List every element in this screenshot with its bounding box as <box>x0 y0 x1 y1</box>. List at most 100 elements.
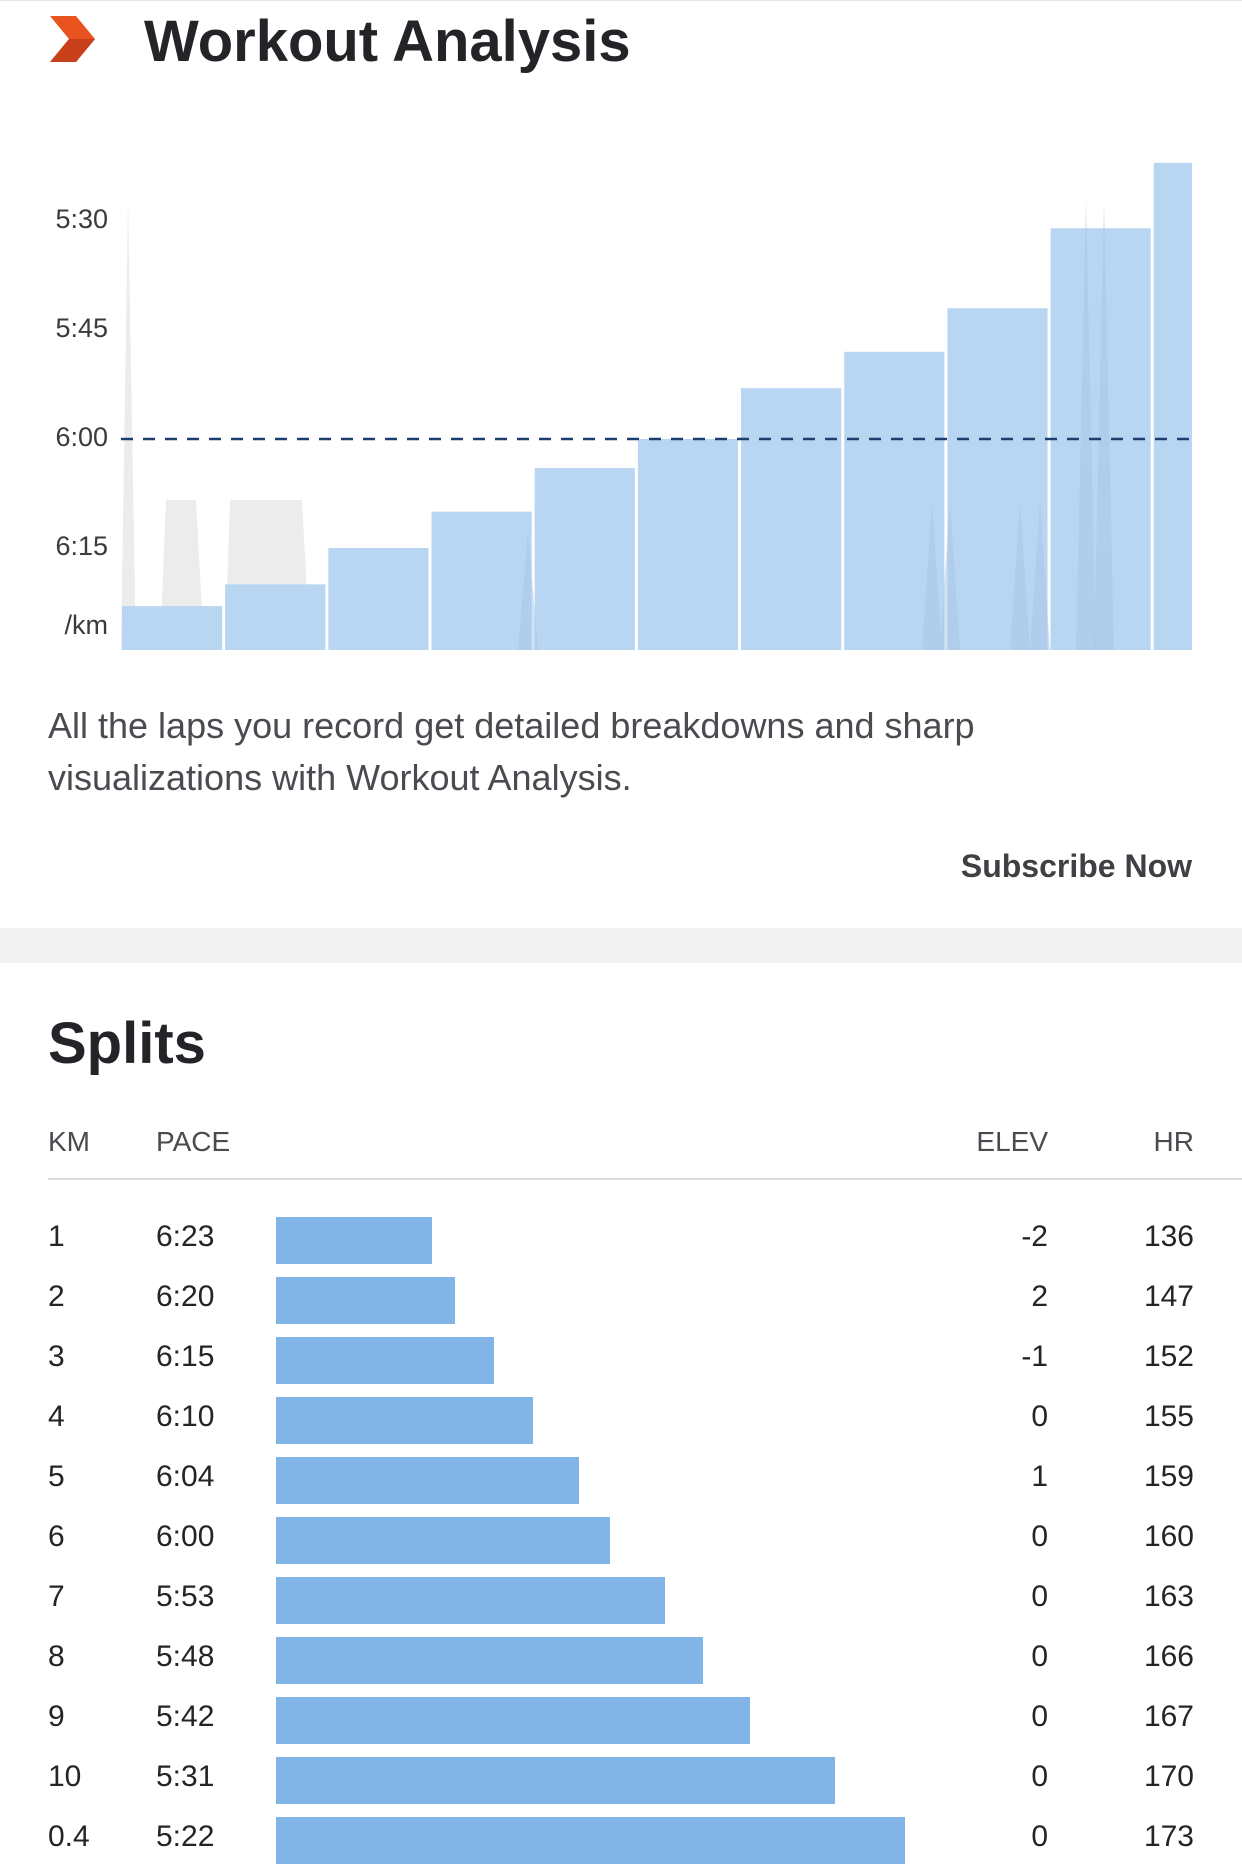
y-tick-label: 6:15 <box>55 531 108 561</box>
background-shape <box>1094 200 1114 650</box>
y-tick-label: 5:30 <box>55 204 108 234</box>
split-pace-bar <box>276 1397 533 1444</box>
split-km: 7 <box>48 1580 65 1613</box>
background-shape <box>121 200 136 650</box>
split-elev: 0 <box>1031 1520 1048 1553</box>
lap-bar[interactable] <box>741 388 842 650</box>
split-km: 2 <box>48 1280 65 1313</box>
split-pace: 6:15 <box>156 1340 215 1373</box>
table-row: 7 5:53 0 163 <box>0 1570 1242 1630</box>
split-km: 4 <box>48 1400 65 1433</box>
table-row: 9 5:42 0 167 <box>0 1690 1242 1750</box>
split-hr: 136 <box>1143 1220 1194 1253</box>
header-divider <box>48 1178 1242 1180</box>
background-shape <box>518 530 538 650</box>
split-pace-bar <box>276 1517 611 1564</box>
split-pace: 6:10 <box>156 1400 215 1433</box>
lap-pace-chart <box>121 162 1194 650</box>
split-hr: 163 <box>1143 1580 1194 1613</box>
split-pace-bar <box>276 1217 432 1264</box>
table-row: 0.4 5:22 0 173 <box>0 1810 1242 1870</box>
column-header-hr: HR <box>1153 1126 1194 1157</box>
split-km: 1 <box>48 1220 65 1253</box>
split-pace-bar <box>276 1757 836 1804</box>
split-pace: 5:22 <box>156 1820 215 1853</box>
table-row: 5 6:04 1 159 <box>0 1450 1242 1510</box>
split-elev: 0 <box>1031 1760 1048 1793</box>
background-shape <box>940 500 960 650</box>
subscribe-now-button[interactable]: Subscribe Now <box>960 848 1192 884</box>
split-km: 9 <box>48 1700 65 1733</box>
column-header-pace: PACE <box>156 1126 231 1157</box>
lap-bar[interactable] <box>122 606 223 650</box>
feature-description: All the laps you record get detailed bre… <box>48 705 975 798</box>
split-hr: 147 <box>1143 1280 1194 1313</box>
column-header-km: KM <box>48 1126 90 1157</box>
split-pace-bar <box>276 1817 905 1864</box>
split-pace: 6:00 <box>156 1520 215 1553</box>
split-hr: 170 <box>1143 1760 1194 1793</box>
page-title: Workout Analysis <box>144 9 631 74</box>
split-elev: -1 <box>1021 1340 1048 1373</box>
split-elev: 0 <box>1031 1640 1048 1673</box>
split-km: 3 <box>48 1340 65 1373</box>
splits-title: Splits <box>48 1011 206 1076</box>
lap-bar[interactable] <box>1153 162 1192 650</box>
split-km: 8 <box>48 1640 65 1673</box>
split-km: 6 <box>48 1520 65 1553</box>
lap-bar[interactable] <box>637 439 739 650</box>
split-pace-bar <box>276 1697 750 1744</box>
y-tick-label: 6:00 <box>55 422 108 452</box>
split-km: 5 <box>48 1460 65 1493</box>
split-pace: 6:20 <box>156 1280 215 1313</box>
split-elev: -2 <box>1021 1220 1048 1253</box>
split-pace-bar <box>276 1577 665 1624</box>
chevron-brand-icon <box>50 16 95 62</box>
y-tick-label: 5:45 <box>55 313 108 343</box>
split-pace: 5:31 <box>156 1760 215 1793</box>
split-hr: 167 <box>1143 1700 1194 1733</box>
split-elev: 1 <box>1031 1460 1048 1493</box>
split-pace-bar <box>276 1277 456 1324</box>
table-row: 2 6:20 2 147 <box>0 1270 1242 1330</box>
table-row: 3 6:15 -1 152 <box>0 1330 1242 1390</box>
split-km: 0.4 <box>48 1820 90 1853</box>
split-elev: 0 <box>1031 1700 1048 1733</box>
background-shape <box>1010 500 1030 650</box>
split-hr: 152 <box>1143 1340 1194 1373</box>
split-elev: 0 <box>1031 1820 1048 1853</box>
lap-bar[interactable] <box>947 308 1048 650</box>
lap-bar[interactable] <box>225 584 326 650</box>
split-km: 10 <box>48 1760 82 1793</box>
section-separator <box>0 928 1242 963</box>
table-row: 1 6:23 -2 136 <box>0 1210 1242 1270</box>
split-hr: 160 <box>1143 1520 1194 1553</box>
background-shape <box>922 500 942 650</box>
workout-analysis-chart[interactable]: 5:30 5:45 6:00 6:15 /km <box>0 100 1242 660</box>
split-pace-bar <box>276 1457 580 1504</box>
lap-bar[interactable] <box>328 548 429 650</box>
lap-bar[interactable] <box>431 511 532 650</box>
split-hr: 159 <box>1143 1460 1194 1493</box>
split-elev: 0 <box>1031 1400 1048 1433</box>
split-hr: 155 <box>1143 1400 1194 1433</box>
lap-bar[interactable] <box>534 468 635 650</box>
split-pace: 6:23 <box>156 1220 215 1253</box>
split-elev: 2 <box>1031 1280 1048 1313</box>
split-pace: 5:42 <box>156 1700 215 1733</box>
split-hr: 173 <box>1143 1820 1194 1853</box>
split-pace-bar <box>276 1637 704 1684</box>
top-divider <box>0 0 1242 1</box>
column-header-elev: ELEV <box>976 1126 1048 1157</box>
table-row: 4 6:10 0 155 <box>0 1390 1242 1450</box>
split-elev: 0 <box>1031 1580 1048 1613</box>
background-shape <box>1030 500 1050 650</box>
background-shape <box>1076 200 1096 650</box>
table-row: 8 5:48 0 166 <box>0 1630 1242 1690</box>
split-pace: 6:04 <box>156 1460 215 1493</box>
table-row: 6 6:00 0 160 <box>0 1510 1242 1570</box>
split-pace-bar <box>276 1337 495 1384</box>
table-row: 10 5:31 0 170 <box>0 1750 1242 1810</box>
split-pace: 5:48 <box>156 1640 215 1673</box>
y-axis-unit-label: /km <box>64 610 109 640</box>
